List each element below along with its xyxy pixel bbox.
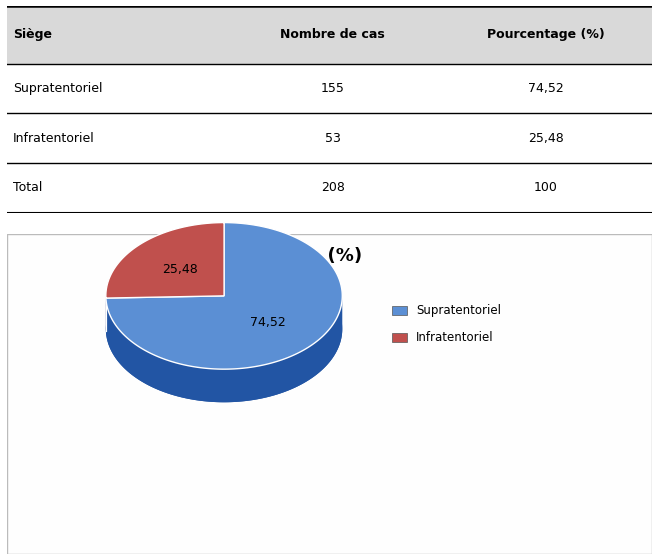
Text: 208: 208 [321,181,345,194]
Text: 25,48: 25,48 [528,132,563,144]
Text: 74,52: 74,52 [250,316,286,329]
Text: 25,48: 25,48 [162,263,198,276]
Text: Siège: Siège [13,28,52,41]
Legend: Supratentoriel, Infratentoriel: Supratentoriel, Infratentoriel [387,300,505,349]
Text: 155: 155 [321,82,345,95]
Text: 100: 100 [534,181,558,194]
Text: Nombre de cas: Nombre de cas [280,28,385,41]
Text: Pourcentage (%): Pourcentage (%) [193,247,362,265]
Text: Infratentoriel: Infratentoriel [13,132,95,144]
Text: Pourcentage (%): Pourcentage (%) [487,28,605,41]
Bar [7,6,652,63]
Polygon shape [106,256,342,402]
Polygon shape [106,222,342,369]
Polygon shape [106,222,224,298]
Text: 53: 53 [325,132,341,144]
Text: Total: Total [13,181,42,194]
Text: 74,52: 74,52 [528,82,563,95]
Polygon shape [106,296,342,402]
Text: Supratentoriel: Supratentoriel [13,82,103,95]
